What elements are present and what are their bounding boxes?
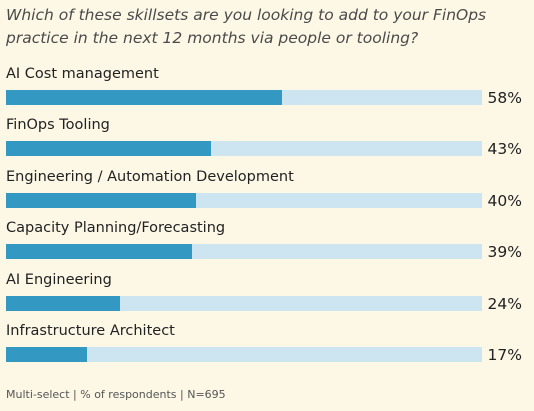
bar-value-label: 24% (487, 294, 522, 313)
bar-fill (6, 90, 283, 105)
bar-row: Capacity Planning/Forecasting 39% (6, 220, 528, 266)
bar-track (6, 295, 482, 311)
bar-track (6, 192, 482, 208)
bar-fill (6, 295, 121, 311)
chart-footnote: Multi-select | % of respondents | N=695 (6, 388, 226, 401)
bar-track (6, 141, 482, 157)
bar-label: FinOps Tooling (6, 117, 110, 134)
bar-value-label: 39% (487, 243, 522, 262)
bar-track (6, 244, 482, 260)
bar-label: Engineering / Automation Development (6, 168, 294, 185)
bar-label: Infrastructure Architect (6, 323, 175, 339)
bar-label: Capacity Planning/Forecasting (6, 220, 226, 237)
bar-value-label: 17% (487, 346, 522, 364)
bar-track (6, 347, 482, 362)
bar-track (6, 90, 482, 105)
bar-row: AI Engineering 24% (6, 272, 528, 318)
bar-value-label: 40% (487, 191, 522, 210)
bar-fill (6, 244, 192, 260)
bar-value-label: 43% (487, 140, 522, 159)
bar-value-label: 58% (487, 89, 522, 107)
bar-row: AI Cost management 58% (6, 66, 528, 112)
bar-fill (6, 347, 87, 362)
bar-row: Engineering / Automation Development 40% (6, 169, 528, 215)
bar-fill (6, 141, 211, 157)
bar-row: FinOps Tooling 43% (6, 117, 528, 163)
bar-row: Infrastructure Architect 17% (6, 323, 528, 369)
bar-label: AI Cost management (6, 66, 159, 82)
bar-fill (6, 192, 197, 208)
bar-label: AI Engineering (6, 271, 112, 288)
chart-title: Which of these skillsets are you looking… (6, 6, 487, 47)
